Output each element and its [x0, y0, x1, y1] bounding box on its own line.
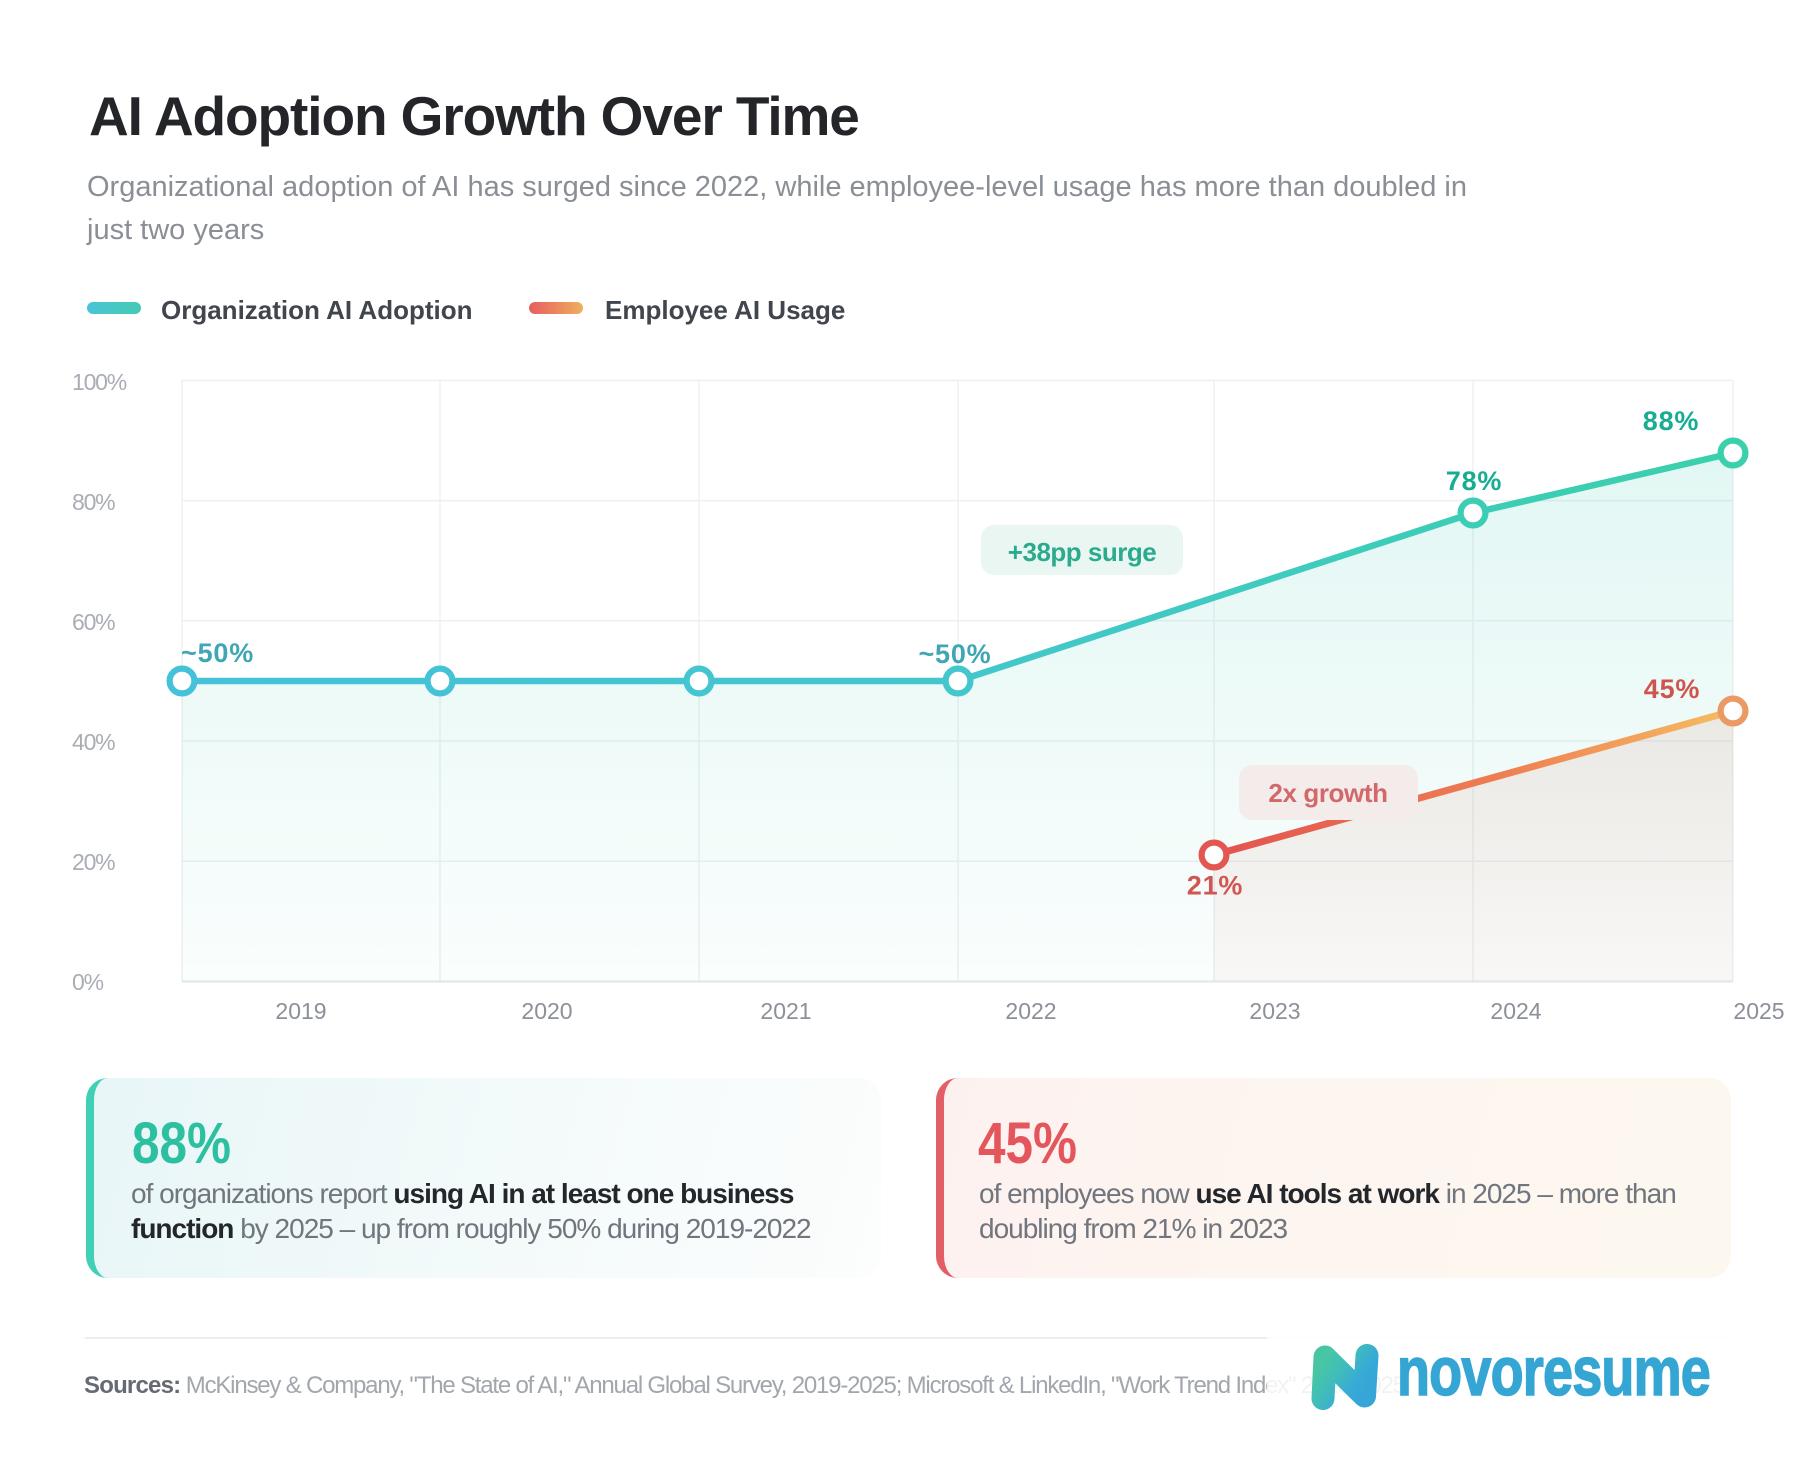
svg-text:88%: 88%: [1643, 406, 1699, 436]
svg-text:2019: 2019: [275, 998, 326, 1024]
svg-text:~50%: ~50%: [918, 639, 991, 669]
svg-text:+38pp surge: +38pp surge: [1008, 537, 1156, 567]
svg-text:100%: 100%: [72, 369, 127, 395]
svg-text:~50%: ~50%: [181, 638, 254, 668]
svg-text:2022: 2022: [1005, 998, 1056, 1024]
svg-text:20%: 20%: [72, 849, 115, 875]
svg-text:21%: 21%: [1187, 871, 1243, 901]
svg-text:2025: 2025: [1733, 998, 1784, 1024]
svg-text:60%: 60%: [72, 609, 115, 635]
svg-text:2024: 2024: [1490, 998, 1541, 1024]
svg-text:40%: 40%: [72, 729, 115, 755]
svg-text:78%: 78%: [1446, 466, 1502, 496]
svg-text:80%: 80%: [72, 489, 115, 515]
svg-text:2020: 2020: [521, 998, 572, 1024]
svg-text:2021: 2021: [760, 998, 811, 1024]
svg-text:2x growth: 2x growth: [1268, 778, 1387, 808]
svg-text:2023: 2023: [1249, 998, 1300, 1024]
svg-text:0%: 0%: [72, 969, 104, 995]
svg-text:45%: 45%: [1644, 674, 1700, 704]
